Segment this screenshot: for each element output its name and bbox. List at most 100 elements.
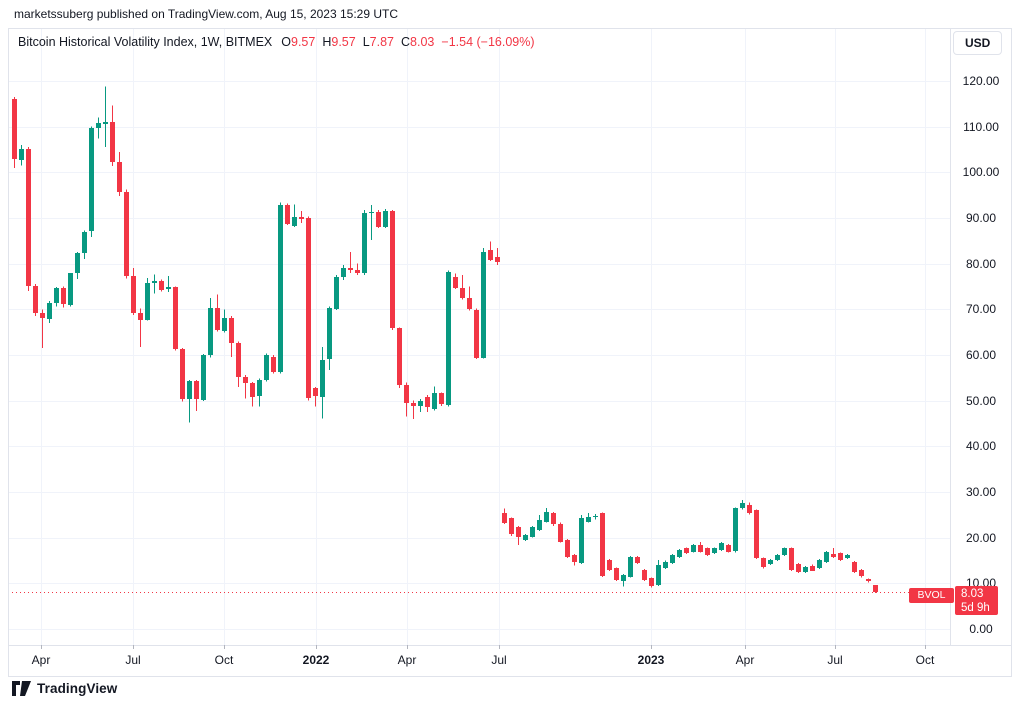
- candle-body: [453, 277, 458, 288]
- symbol-title: Bitcoin Historical Volatility Index, 1W,…: [18, 35, 273, 49]
- candle-body: [551, 513, 556, 524]
- candle-body: [523, 535, 528, 540]
- candle-body: [383, 211, 388, 227]
- candle-body: [740, 503, 745, 508]
- candle-body: [243, 377, 248, 383]
- candle-body: [369, 212, 374, 213]
- candle-body: [264, 355, 269, 380]
- currency-toggle-button[interactable]: USD: [953, 31, 1003, 55]
- candle-body: [866, 579, 871, 581]
- candle-body: [145, 283, 150, 320]
- ohlc-high: H9.57: [322, 35, 356, 49]
- candle-body: [180, 349, 185, 399]
- candle-body: [586, 517, 591, 522]
- candle-body: [320, 360, 325, 397]
- candle-body: [558, 524, 563, 542]
- price-axis-label: 30.00: [965, 484, 997, 499]
- candle-body: [61, 288, 66, 304]
- candle-body: [390, 211, 395, 328]
- time-axis-label: Oct: [214, 653, 234, 667]
- candle-body: [460, 288, 465, 298]
- candle-body: [768, 560, 773, 564]
- symbol-legend: Bitcoin Historical Volatility Index, 1W,…: [18, 35, 535, 49]
- price-axis-label: 120.00: [962, 73, 1000, 88]
- candle-body: [152, 281, 157, 283]
- candle-body: [131, 276, 136, 313]
- candle-body: [474, 310, 479, 358]
- candle-body: [124, 192, 129, 276]
- candle-body: [565, 540, 570, 557]
- candle-body: [642, 570, 647, 580]
- candle-body: [810, 566, 815, 571]
- bar-countdown: 5d 9h: [961, 602, 990, 614]
- price-axis-label: 40.00: [965, 439, 997, 454]
- candle-body: [495, 257, 500, 262]
- candle-body: [537, 520, 542, 530]
- candle-body: [782, 548, 787, 555]
- candle-body: [285, 205, 290, 224]
- candle-body: [579, 518, 584, 563]
- time-axis-label: Oct: [915, 653, 935, 667]
- candle-body: [691, 545, 696, 552]
- time-axis-label: Jul: [125, 653, 141, 667]
- candle-body: [229, 318, 234, 343]
- candle-body: [355, 270, 360, 273]
- candle-body: [222, 318, 227, 331]
- price-axis-label: 50.00: [965, 393, 997, 408]
- candle-body: [103, 122, 108, 124]
- candle-body: [789, 548, 794, 570]
- price-axis-label: 20.00: [965, 530, 997, 545]
- price-axis-label: 60.00: [965, 347, 997, 362]
- price-axis-label: 90.00: [965, 210, 997, 225]
- brand-name: TradingView: [37, 681, 118, 696]
- candle-body: [89, 128, 94, 231]
- candle-body: [838, 553, 843, 560]
- candle-body: [215, 308, 220, 330]
- price-axis-label: 70.00: [965, 302, 997, 317]
- candlestick-chart[interactable]: [8, 28, 1012, 677]
- candle-body: [166, 287, 171, 289]
- candle-body: [607, 560, 612, 570]
- candle-body: [845, 555, 850, 558]
- candle-body: [775, 555, 780, 560]
- tradingview-attribution[interactable]: TradingView: [12, 681, 117, 696]
- candle-body: [362, 213, 367, 273]
- candle-body: [208, 308, 213, 355]
- candle-body: [684, 548, 689, 553]
- candle-body: [306, 218, 311, 398]
- candle-body: [831, 554, 836, 557]
- candle-body: [278, 205, 283, 372]
- candle-body: [292, 217, 297, 226]
- candle-body: [404, 385, 409, 403]
- candle-body: [96, 123, 101, 128]
- candle-body: [194, 381, 199, 399]
- publisher-attribution: marketssuberg published on TradingView.c…: [14, 7, 399, 21]
- candle-body: [747, 505, 752, 513]
- candle-body: [250, 383, 255, 397]
- candle-body: [110, 122, 115, 162]
- candle-body: [446, 272, 451, 405]
- time-axis-label: Apr: [735, 653, 755, 667]
- candle-body: [481, 252, 486, 358]
- change-value: −1.54 (−16.09%): [441, 35, 535, 49]
- candle-body: [712, 548, 717, 553]
- candle-body: [187, 381, 192, 399]
- candle-body: [138, 313, 143, 320]
- time-axis-label: 2023: [637, 653, 665, 667]
- candle-body: [719, 543, 724, 550]
- candle-body: [75, 253, 80, 273]
- candle-body: [33, 286, 38, 313]
- candle-body: [54, 288, 59, 303]
- candle-body: [824, 552, 829, 562]
- candle-body: [271, 357, 276, 372]
- candle-body: [425, 397, 430, 407]
- candle-body: [796, 564, 801, 572]
- candle-body: [635, 557, 640, 563]
- candle-body: [173, 287, 178, 349]
- candle-body: [19, 149, 24, 160]
- candle-body: [26, 149, 31, 286]
- candle-body: [628, 557, 633, 577]
- candle-body: [754, 510, 759, 558]
- candle-body: [656, 565, 661, 585]
